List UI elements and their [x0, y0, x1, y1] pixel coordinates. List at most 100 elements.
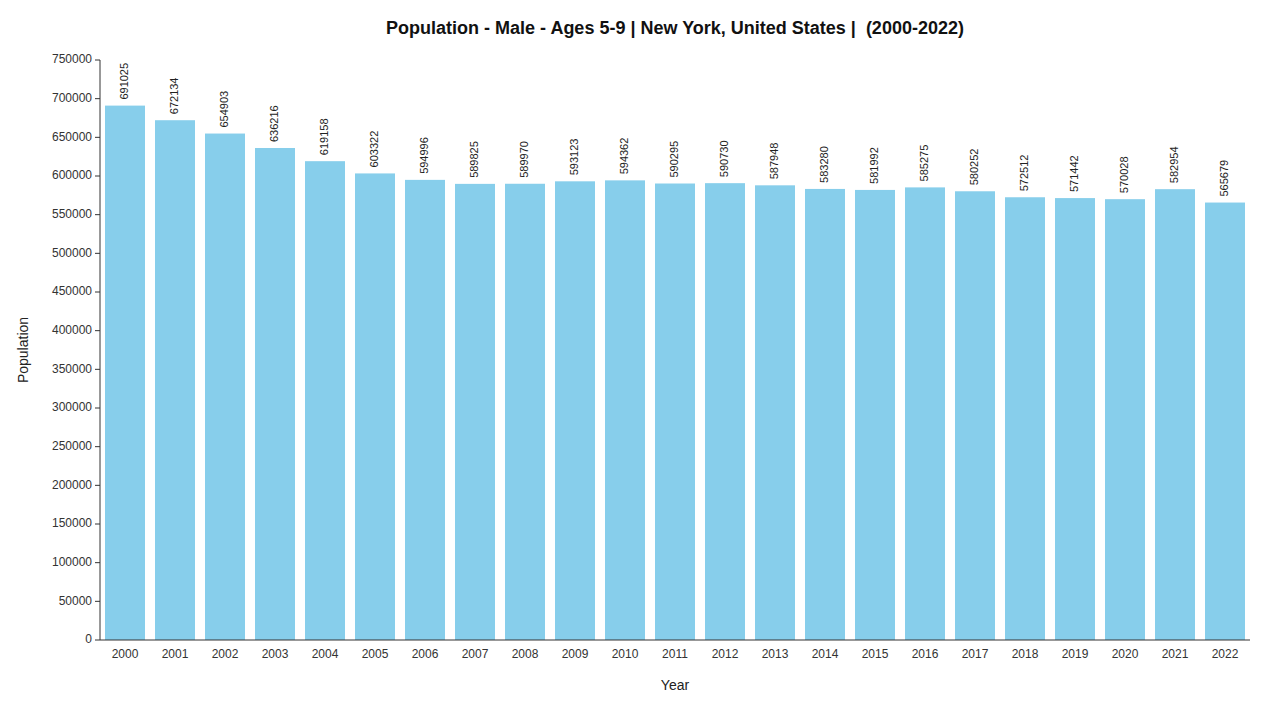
- data-label: 594362: [618, 138, 630, 175]
- data-label: 603322: [368, 131, 380, 168]
- x-axis-line: [100, 640, 1250, 641]
- x-tick-label: 2006: [412, 647, 439, 661]
- data-label: 580252: [968, 149, 980, 186]
- bar: [405, 180, 445, 640]
- y-tick-label: 450000: [52, 284, 92, 298]
- y-tick: [95, 214, 100, 215]
- y-tick: [95, 176, 100, 177]
- data-label: 582954: [1168, 146, 1180, 183]
- x-tick-label: 2014: [812, 647, 839, 661]
- data-label: 570028: [1118, 156, 1130, 193]
- bar: [105, 106, 145, 640]
- x-tick-label: 2018: [1012, 647, 1039, 661]
- y-tick: [95, 253, 100, 254]
- bar: [955, 191, 995, 640]
- y-tick-label: 700000: [52, 91, 92, 105]
- x-tick-label: 2011: [662, 647, 688, 661]
- y-tick-label: 250000: [52, 439, 92, 453]
- x-tick-label: 2000: [112, 647, 139, 661]
- y-tick: [95, 408, 100, 409]
- bar: [1155, 189, 1195, 640]
- y-tick: [95, 137, 100, 138]
- x-tick-label: 2015: [862, 647, 889, 661]
- bar: [805, 189, 845, 640]
- data-label: 571442: [1068, 155, 1080, 192]
- y-tick-label: 350000: [52, 362, 92, 376]
- x-axis-label: Year: [661, 677, 690, 693]
- x-tick-label: 2012: [712, 647, 739, 661]
- y-tick-label: 600000: [52, 168, 92, 182]
- x-tick-label: 2017: [962, 647, 989, 661]
- x-tick-label: 2007: [462, 647, 489, 661]
- y-tick: [95, 60, 100, 61]
- x-tick-label: 2010: [612, 647, 639, 661]
- bar: [505, 184, 545, 640]
- data-label: 691025: [118, 63, 130, 100]
- data-label: 583280: [818, 146, 830, 183]
- data-label: 654903: [218, 91, 230, 128]
- bars: [105, 106, 1245, 640]
- bar: [455, 184, 495, 640]
- y-tick: [95, 330, 100, 331]
- bar: [355, 173, 395, 640]
- chart-title: Population - Male - Ages 5-9 | New York,…: [386, 18, 964, 38]
- bar: [855, 190, 895, 640]
- bar: [705, 183, 745, 640]
- bar: [1205, 203, 1245, 640]
- y-tick-label: 750000: [52, 52, 92, 66]
- x-tick-label: 2004: [312, 647, 339, 661]
- y-tick-label: 200000: [52, 478, 92, 492]
- y-tick: [95, 601, 100, 602]
- y-axis-label: Population: [15, 317, 31, 383]
- bar: [1005, 197, 1045, 640]
- bar: [555, 181, 595, 640]
- data-label: 619158: [318, 118, 330, 155]
- y-tick-label: 0: [85, 632, 92, 646]
- data-label: 672134: [168, 77, 180, 114]
- axes: 0500001000001500002000002500003000003500…: [52, 52, 1250, 661]
- y-tick-label: 500000: [52, 246, 92, 260]
- y-tick: [95, 98, 100, 99]
- y-axis-line: [100, 60, 101, 640]
- y-tick-label: 150000: [52, 516, 92, 530]
- chart-container: 691025 672134 654903 636216 619158 603322 5949…: [0, 0, 1280, 720]
- y-tick: [95, 562, 100, 563]
- y-tick: [95, 369, 100, 370]
- bar: [1055, 198, 1095, 640]
- bar: [155, 120, 195, 640]
- data-label: 581992: [868, 147, 880, 184]
- x-tick-label: 2019: [1062, 647, 1089, 661]
- chart-svg: 691025 672134 654903 636216 619158 603322 5949…: [0, 0, 1280, 720]
- data-label: 594996: [418, 137, 430, 174]
- y-tick: [95, 485, 100, 486]
- x-tick-label: 2020: [1112, 647, 1139, 661]
- x-tick-label: 2005: [362, 647, 389, 661]
- bar: [605, 180, 645, 640]
- bar: [305, 161, 345, 640]
- y-tick: [95, 446, 100, 447]
- x-tick-label: 2008: [512, 647, 539, 661]
- x-tick-label: 2016: [912, 647, 939, 661]
- y-tick: [95, 292, 100, 293]
- bar: [205, 134, 245, 640]
- data-labels: 691025 672134 654903 636216 619158 603322 5949…: [118, 63, 1230, 197]
- data-label: 590730: [718, 140, 730, 177]
- x-tick-label: 2009: [562, 647, 589, 661]
- bar: [255, 148, 295, 640]
- data-label: 565679: [1218, 160, 1230, 197]
- data-label: 636216: [268, 105, 280, 142]
- data-label: 593123: [568, 139, 580, 176]
- bar: [1105, 199, 1145, 640]
- data-label: 572512: [1018, 155, 1030, 192]
- x-tick-label: 2021: [1162, 647, 1189, 661]
- data-label: 590295: [668, 141, 680, 178]
- y-tick: [95, 640, 100, 641]
- data-label: 589970: [518, 141, 530, 178]
- data-label: 585275: [918, 145, 930, 182]
- y-tick-label: 400000: [52, 323, 92, 337]
- data-label: 587948: [768, 143, 780, 180]
- y-tick: [95, 524, 100, 525]
- x-tick-label: 2002: [212, 647, 239, 661]
- y-tick-label: 550000: [52, 207, 92, 221]
- y-tick-label: 650000: [52, 130, 92, 144]
